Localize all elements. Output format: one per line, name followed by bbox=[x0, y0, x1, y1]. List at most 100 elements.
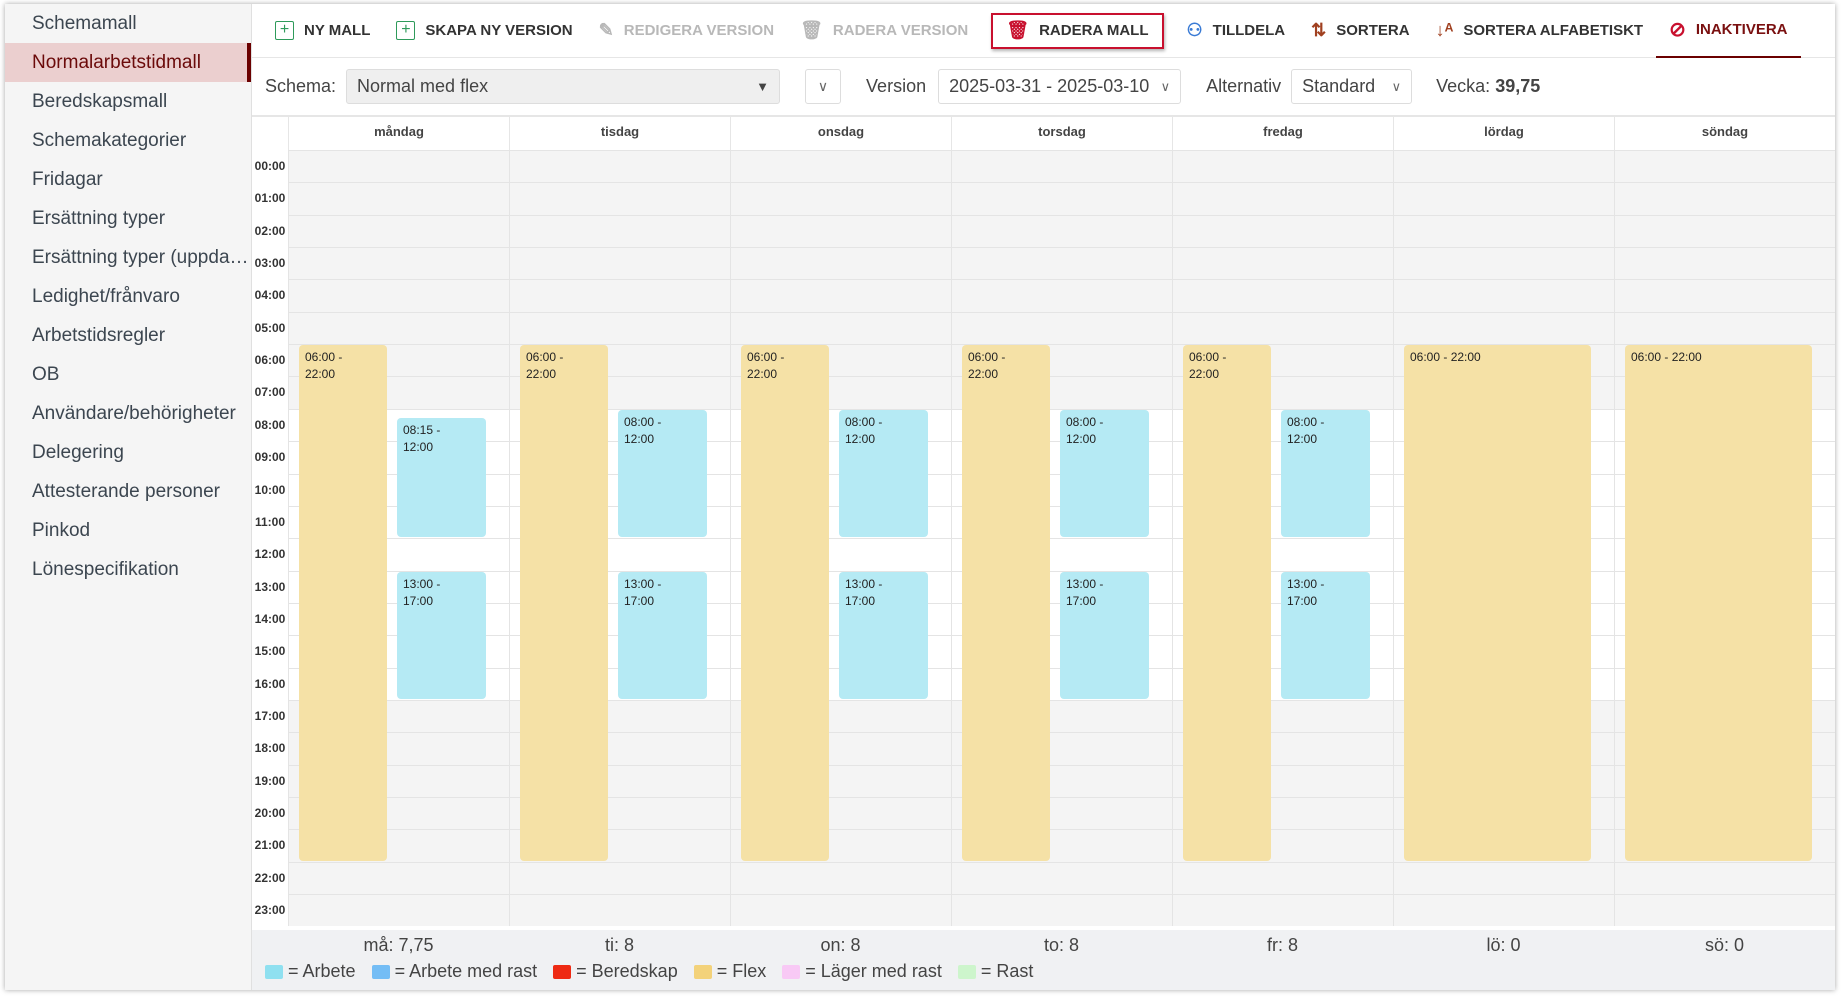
hour-row[interactable] bbox=[288, 732, 1835, 734]
work-block[interactable]: 13:00 - 17:00 bbox=[397, 571, 486, 699]
toolbar-button-ny-mall[interactable]: + NY MALL bbox=[262, 13, 383, 49]
event-time: 08:00 - 12:00 bbox=[845, 414, 883, 446]
toolbar-button-skapa-ny-version[interactable]: + SKAPA NY VERSION bbox=[383, 13, 585, 49]
trash-icon: 🗑 bbox=[800, 20, 823, 40]
toolbar-button-label: SORTERA ALFABETISKT bbox=[1463, 22, 1644, 39]
toolbar-button-sortera-alfabetiskt[interactable]: ↓ᴬ SORTERA ALFABETISKT bbox=[1423, 13, 1656, 49]
hour-label: 02:00 bbox=[254, 223, 286, 238]
hour-label: 22:00 bbox=[254, 870, 286, 885]
sidebar-item[interactable]: Attesterande personer bbox=[32, 481, 221, 502]
sidebar-item[interactable]: Schemakategorier bbox=[32, 130, 187, 151]
sidebar-item[interactable]: Schemamall bbox=[32, 13, 137, 34]
hour-row[interactable] bbox=[288, 764, 1835, 766]
sidebar-item[interactable]: Beredskapsmall bbox=[32, 91, 168, 112]
sidebar-item[interactable]: OB bbox=[32, 364, 60, 385]
hour-row[interactable] bbox=[288, 894, 1835, 896]
work-block[interactable]: 08:00 - 12:00 bbox=[1060, 409, 1149, 538]
hour-row[interactable] bbox=[288, 797, 1835, 798]
sidebar-item[interactable]: Delegering bbox=[32, 442, 124, 463]
flex-block[interactable]: 06:00 - 22:00 bbox=[741, 345, 829, 861]
day-divider bbox=[288, 150, 289, 927]
hour-label: 13:00 bbox=[254, 579, 286, 594]
legend-item: = Arbete bbox=[265, 961, 356, 982]
work-block[interactable]: 08:15 - 12:00 bbox=[397, 417, 486, 538]
toolbar-button-inaktivera[interactable]: ⊘ INAKTIVERA bbox=[1656, 4, 1801, 58]
hour-row[interactable] bbox=[288, 150, 1835, 151]
hour-row[interactable] bbox=[288, 861, 1835, 863]
expand-button[interactable]: ∨ bbox=[805, 69, 842, 104]
hour-row[interactable] bbox=[288, 376, 1835, 378]
event-time: 06:00 - 22:00 bbox=[1631, 350, 1702, 365]
sidebar-item[interactable]: Fridagar bbox=[32, 169, 103, 190]
caret-down-icon: ▼ bbox=[756, 79, 770, 94]
flex-block[interactable]: 06:00 - 22:00 bbox=[299, 345, 387, 861]
sidebar-item[interactable]: Pinkod bbox=[32, 520, 91, 541]
flex-block[interactable]: 06:00 - 22:00 bbox=[1183, 345, 1271, 861]
hour-row[interactable] bbox=[288, 538, 1835, 540]
toolbar-button-redigera-version[interactable]: ✎ REDIGERA VERSION bbox=[586, 13, 787, 49]
hour-row[interactable] bbox=[288, 182, 1835, 184]
day-divider bbox=[1172, 150, 1173, 927]
work-block[interactable]: 13:00 - 17:00 bbox=[1060, 571, 1149, 699]
filter-row: Schema: Normal med flex ▼ ∨ Version 2025… bbox=[252, 58, 1835, 115]
toolbar-button-label: RADERA VERSION bbox=[832, 22, 969, 39]
flex-block[interactable]: 06:00 - 22:00 bbox=[1625, 345, 1812, 861]
flex-block[interactable]: 06:00 - 22:00 bbox=[520, 345, 608, 861]
hour-row[interactable] bbox=[288, 344, 1835, 346]
hour-label: 01:00 bbox=[254, 191, 286, 206]
hour-label: 23:00 bbox=[254, 903, 286, 918]
sidebar-item[interactable]: Användare/behörigheter bbox=[32, 403, 236, 424]
toolbar-button-sortera[interactable]: ⇅ SORTERA bbox=[1298, 13, 1422, 49]
event-time: 06:00 - 22:00 bbox=[1189, 350, 1227, 382]
work-block[interactable]: 13:00 - 17:00 bbox=[618, 571, 707, 699]
day-header: onsdag bbox=[730, 117, 951, 150]
event-time: 06:00 - 22:00 bbox=[747, 350, 785, 382]
version-label: Version bbox=[866, 76, 927, 96]
legend-swatch bbox=[693, 964, 712, 979]
week-calendar: 00:00 01:00 02:00 03:00 04:00 05:00 06:00 07:00… bbox=[252, 115, 1835, 930]
day-divider bbox=[951, 150, 952, 927]
calendar-footer: må: 7,75 ti: 8 on: 8 to: 8 fr: 8 lö: 0 sö: 0 =… bbox=[252, 930, 1835, 990]
toolbar-button-radera-version[interactable]: 🗑 RADERA VERSION bbox=[787, 13, 981, 49]
week-value: 39,75 bbox=[1495, 76, 1541, 96]
hour-label: 08:00 bbox=[254, 417, 286, 432]
sidebar-item[interactable]: Ersättning typer bbox=[32, 208, 166, 229]
legend-item: = Läger med rast bbox=[782, 961, 942, 982]
work-block[interactable]: 13:00 - 17:00 bbox=[839, 571, 928, 699]
hour-row[interactable] bbox=[288, 247, 1835, 249]
flex-block[interactable]: 06:00 - 22:00 bbox=[962, 345, 1050, 861]
day-summary: må: 7,75 bbox=[363, 935, 434, 955]
hour-row[interactable] bbox=[288, 699, 1835, 701]
toolbar-button-tilldela[interactable]: ⚇ TILLDELA bbox=[1174, 13, 1299, 49]
hour-row[interactable] bbox=[288, 214, 1835, 216]
work-block[interactable]: 08:00 - 12:00 bbox=[618, 409, 707, 538]
day-header: söndag bbox=[1614, 117, 1835, 150]
hour-row[interactable] bbox=[288, 829, 1835, 831]
flex-block[interactable]: 06:00 - 22:00 bbox=[1404, 345, 1591, 861]
schema-select[interactable]: Normal med flex ▼ bbox=[346, 69, 781, 104]
day-divider bbox=[509, 150, 510, 927]
legend: = Arbete = Arbete med rast = Beredskap = Fl… bbox=[265, 961, 1049, 982]
legend-label: = Rast bbox=[980, 961, 1034, 981]
hour-row[interactable] bbox=[288, 311, 1835, 313]
day-header: tisdag bbox=[509, 117, 730, 150]
sidebar-item[interactable]: Ledighet/frånvaro bbox=[32, 286, 180, 307]
hour-row[interactable] bbox=[288, 408, 1835, 410]
day-divider bbox=[1614, 150, 1615, 927]
work-block[interactable]: 13:00 - 17:00 bbox=[1281, 571, 1370, 699]
alternativ-select[interactable]: Standard ∨ bbox=[1291, 69, 1413, 104]
sidebar-item[interactable]: Ersättning typer (uppdaterad) bbox=[32, 247, 251, 268]
toolbar-button-label: REDIGERA VERSION bbox=[623, 22, 775, 39]
sidebar-item[interactable]: Normalarbetstidmall bbox=[5, 43, 251, 82]
version-select[interactable]: 2025-03-31 - 2025-03-10 ∨ bbox=[938, 69, 1182, 104]
toolbar-button-radera-mall[interactable]: 🗑 RADERA MALL bbox=[991, 12, 1164, 49]
work-block[interactable]: 08:00 - 12:00 bbox=[839, 409, 928, 538]
hour-label: 10:00 bbox=[254, 482, 286, 497]
hour-row[interactable] bbox=[288, 570, 1835, 572]
event-time: 08:00 - 12:00 bbox=[624, 414, 662, 446]
sidebar-item[interactable]: Lönespecifikation bbox=[32, 559, 179, 580]
work-block[interactable]: 08:00 - 12:00 bbox=[1281, 409, 1370, 538]
sidebar-item[interactable]: Arbetstidsregler bbox=[32, 325, 166, 346]
hour-label: 04:00 bbox=[254, 288, 286, 303]
hour-row[interactable] bbox=[288, 279, 1835, 281]
